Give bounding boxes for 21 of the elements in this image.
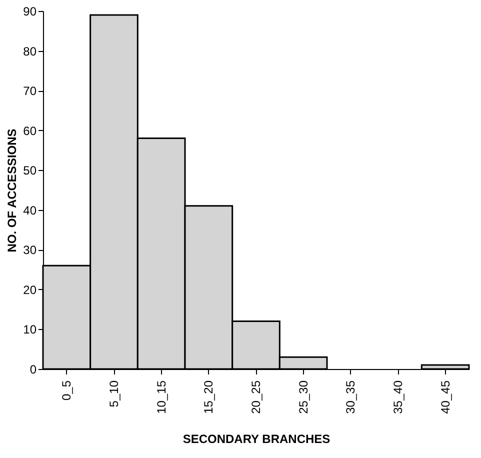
x-tick-label: 5_10 bbox=[107, 380, 121, 408]
y-tick-label: 30 bbox=[23, 243, 37, 258]
y-tick-label: 40 bbox=[23, 203, 37, 218]
y-tick-label: 50 bbox=[23, 164, 37, 178]
x-axis-title: SECONDARY BRANCHES bbox=[182, 432, 330, 446]
y-tick-label: 10 bbox=[23, 322, 37, 337]
y-tick-label: 90 bbox=[23, 4, 37, 18]
x-tick-label: 35_40 bbox=[391, 380, 405, 414]
y-axis-title: NO. OF ACCESSIONS bbox=[5, 128, 20, 252]
y-tick-label: 20 bbox=[23, 282, 37, 297]
y-tick-label: 70 bbox=[23, 84, 37, 98]
x-tick-label: 20_25 bbox=[249, 380, 263, 414]
x-tick-label: 25_30 bbox=[296, 380, 310, 414]
x-tick-label: 10_15 bbox=[154, 380, 168, 414]
y-tick-label: 0 bbox=[30, 362, 37, 376]
x-tick-label: 40_45 bbox=[438, 380, 452, 414]
x-tick-label: 15_20 bbox=[202, 380, 216, 414]
x-tick-label: 0_5 bbox=[60, 380, 74, 401]
y-tick-label: 60 bbox=[23, 124, 37, 138]
y-tick-label: 80 bbox=[23, 44, 37, 58]
x-tick-label: 30_35 bbox=[344, 380, 358, 414]
